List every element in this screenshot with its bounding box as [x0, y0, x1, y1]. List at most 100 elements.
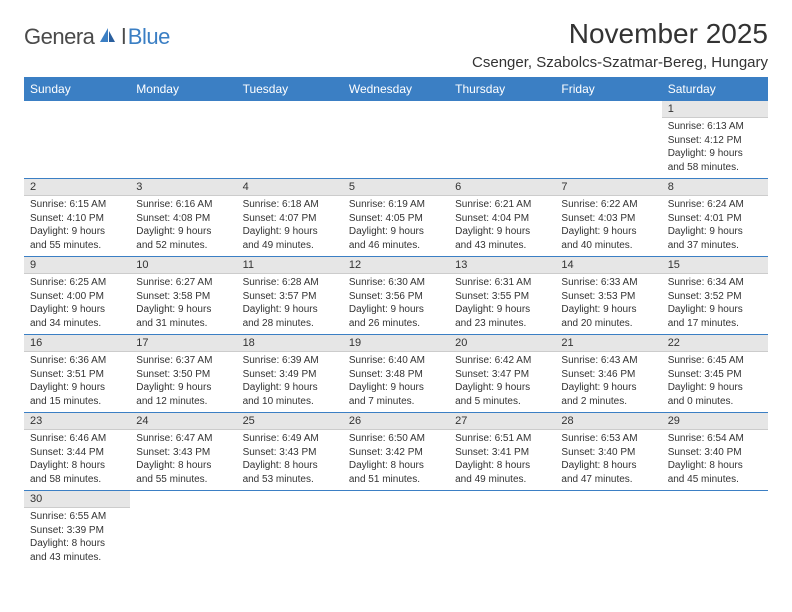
calendar-cell — [449, 491, 555, 569]
day-number: 23 — [24, 413, 130, 430]
logo: Genera l Blue — [24, 24, 170, 50]
day-number: 3 — [130, 179, 236, 196]
day-details: Sunrise: 6:39 AMSunset: 3:49 PMDaylight:… — [237, 352, 343, 412]
day-number: 10 — [130, 257, 236, 274]
sail-icon — [98, 26, 118, 49]
calendar-cell: 26Sunrise: 6:50 AMSunset: 3:42 PMDayligh… — [343, 413, 449, 491]
month-title: November 2025 — [472, 18, 768, 50]
calendar-cell: 22Sunrise: 6:45 AMSunset: 3:45 PMDayligh… — [662, 335, 768, 413]
day-details: Sunrise: 6:21 AMSunset: 4:04 PMDaylight:… — [449, 196, 555, 256]
day-number: 19 — [343, 335, 449, 352]
calendar-cell: 8Sunrise: 6:24 AMSunset: 4:01 PMDaylight… — [662, 179, 768, 257]
calendar-cell: 29Sunrise: 6:54 AMSunset: 3:40 PMDayligh… — [662, 413, 768, 491]
day-number: 21 — [555, 335, 661, 352]
calendar-cell: 10Sunrise: 6:27 AMSunset: 3:58 PMDayligh… — [130, 257, 236, 335]
calendar-cell: 6Sunrise: 6:21 AMSunset: 4:04 PMDaylight… — [449, 179, 555, 257]
day-number: 26 — [343, 413, 449, 430]
day-details: Sunrise: 6:45 AMSunset: 3:45 PMDaylight:… — [662, 352, 768, 412]
day-number: 2 — [24, 179, 130, 196]
day-details: Sunrise: 6:50 AMSunset: 3:42 PMDaylight:… — [343, 430, 449, 490]
day-details: Sunrise: 6:36 AMSunset: 3:51 PMDaylight:… — [24, 352, 130, 412]
day-details: Sunrise: 6:54 AMSunset: 3:40 PMDaylight:… — [662, 430, 768, 490]
day-number: 11 — [237, 257, 343, 274]
day-number: 1 — [662, 101, 768, 118]
day-header-row: Sunday Monday Tuesday Wednesday Thursday… — [24, 77, 768, 101]
day-number: 15 — [662, 257, 768, 274]
calendar-cell — [343, 491, 449, 569]
calendar-cell — [555, 491, 661, 569]
calendar-cell: 13Sunrise: 6:31 AMSunset: 3:55 PMDayligh… — [449, 257, 555, 335]
day-number: 18 — [237, 335, 343, 352]
title-block: November 2025 Csenger, Szabolcs-Szatmar-… — [472, 18, 768, 71]
day-details: Sunrise: 6:28 AMSunset: 3:57 PMDaylight:… — [237, 274, 343, 334]
calendar-cell: 9Sunrise: 6:25 AMSunset: 4:00 PMDaylight… — [24, 257, 130, 335]
calendar-cell: 2Sunrise: 6:15 AMSunset: 4:10 PMDaylight… — [24, 179, 130, 257]
day-details: Sunrise: 6:47 AMSunset: 3:43 PMDaylight:… — [130, 430, 236, 490]
logo-text-general: Genera — [24, 24, 94, 50]
day-details: Sunrise: 6:51 AMSunset: 3:41 PMDaylight:… — [449, 430, 555, 490]
day-number: 7 — [555, 179, 661, 196]
calendar-cell — [555, 101, 661, 179]
calendar-row: 23Sunrise: 6:46 AMSunset: 3:44 PMDayligh… — [24, 413, 768, 491]
calendar-cell: 17Sunrise: 6:37 AMSunset: 3:50 PMDayligh… — [130, 335, 236, 413]
day-header: Tuesday — [237, 77, 343, 101]
day-details: Sunrise: 6:33 AMSunset: 3:53 PMDaylight:… — [555, 274, 661, 334]
calendar-cell: 27Sunrise: 6:51 AMSunset: 3:41 PMDayligh… — [449, 413, 555, 491]
calendar-cell: 15Sunrise: 6:34 AMSunset: 3:52 PMDayligh… — [662, 257, 768, 335]
calendar-row: 30Sunrise: 6:55 AMSunset: 3:39 PMDayligh… — [24, 491, 768, 569]
day-number: 28 — [555, 413, 661, 430]
day-number: 8 — [662, 179, 768, 196]
day-details: Sunrise: 6:15 AMSunset: 4:10 PMDaylight:… — [24, 196, 130, 256]
day-details: Sunrise: 6:30 AMSunset: 3:56 PMDaylight:… — [343, 274, 449, 334]
calendar-cell: 30Sunrise: 6:55 AMSunset: 3:39 PMDayligh… — [24, 491, 130, 569]
day-details: Sunrise: 6:24 AMSunset: 4:01 PMDaylight:… — [662, 196, 768, 256]
logo-text-blue: Blue — [128, 24, 170, 50]
day-details: Sunrise: 6:34 AMSunset: 3:52 PMDaylight:… — [662, 274, 768, 334]
day-number: 24 — [130, 413, 236, 430]
day-header: Monday — [130, 77, 236, 101]
day-details: Sunrise: 6:55 AMSunset: 3:39 PMDaylight:… — [24, 508, 130, 568]
calendar-cell: 18Sunrise: 6:39 AMSunset: 3:49 PMDayligh… — [237, 335, 343, 413]
calendar-cell: 24Sunrise: 6:47 AMSunset: 3:43 PMDayligh… — [130, 413, 236, 491]
calendar-cell — [130, 101, 236, 179]
day-details: Sunrise: 6:40 AMSunset: 3:48 PMDaylight:… — [343, 352, 449, 412]
day-details: Sunrise: 6:19 AMSunset: 4:05 PMDaylight:… — [343, 196, 449, 256]
day-header: Wednesday — [343, 77, 449, 101]
calendar-cell — [24, 101, 130, 179]
header: Genera l Blue November 2025 Csenger, Sza… — [24, 18, 768, 71]
calendar-cell: 16Sunrise: 6:36 AMSunset: 3:51 PMDayligh… — [24, 335, 130, 413]
day-number: 29 — [662, 413, 768, 430]
day-details: Sunrise: 6:37 AMSunset: 3:50 PMDaylight:… — [130, 352, 236, 412]
day-number: 9 — [24, 257, 130, 274]
day-header: Thursday — [449, 77, 555, 101]
calendar-cell: 11Sunrise: 6:28 AMSunset: 3:57 PMDayligh… — [237, 257, 343, 335]
day-number: 14 — [555, 257, 661, 274]
logo-text-l: l — [121, 24, 125, 50]
day-header: Saturday — [662, 77, 768, 101]
calendar-cell: 23Sunrise: 6:46 AMSunset: 3:44 PMDayligh… — [24, 413, 130, 491]
calendar-cell: 28Sunrise: 6:53 AMSunset: 3:40 PMDayligh… — [555, 413, 661, 491]
day-number: 5 — [343, 179, 449, 196]
day-details: Sunrise: 6:27 AMSunset: 3:58 PMDaylight:… — [130, 274, 236, 334]
calendar-row: 1Sunrise: 6:13 AMSunset: 4:12 PMDaylight… — [24, 101, 768, 179]
day-details: Sunrise: 6:49 AMSunset: 3:43 PMDaylight:… — [237, 430, 343, 490]
calendar-cell — [130, 491, 236, 569]
day-number: 4 — [237, 179, 343, 196]
day-details: Sunrise: 6:42 AMSunset: 3:47 PMDaylight:… — [449, 352, 555, 412]
calendar-cell: 3Sunrise: 6:16 AMSunset: 4:08 PMDaylight… — [130, 179, 236, 257]
calendar-cell — [237, 101, 343, 179]
calendar-cell — [449, 101, 555, 179]
calendar-cell: 5Sunrise: 6:19 AMSunset: 4:05 PMDaylight… — [343, 179, 449, 257]
day-details: Sunrise: 6:31 AMSunset: 3:55 PMDaylight:… — [449, 274, 555, 334]
calendar-cell — [662, 491, 768, 569]
calendar-cell: 4Sunrise: 6:18 AMSunset: 4:07 PMDaylight… — [237, 179, 343, 257]
location: Csenger, Szabolcs-Szatmar-Bereg, Hungary — [472, 54, 768, 71]
day-details: Sunrise: 6:18 AMSunset: 4:07 PMDaylight:… — [237, 196, 343, 256]
calendar-cell: 1Sunrise: 6:13 AMSunset: 4:12 PMDaylight… — [662, 101, 768, 179]
calendar-page: Genera l Blue November 2025 Csenger, Sza… — [0, 0, 792, 568]
day-details: Sunrise: 6:16 AMSunset: 4:08 PMDaylight:… — [130, 196, 236, 256]
day-number: 30 — [24, 491, 130, 508]
calendar-table: Sunday Monday Tuesday Wednesday Thursday… — [24, 77, 768, 568]
calendar-cell: 12Sunrise: 6:30 AMSunset: 3:56 PMDayligh… — [343, 257, 449, 335]
day-number: 20 — [449, 335, 555, 352]
